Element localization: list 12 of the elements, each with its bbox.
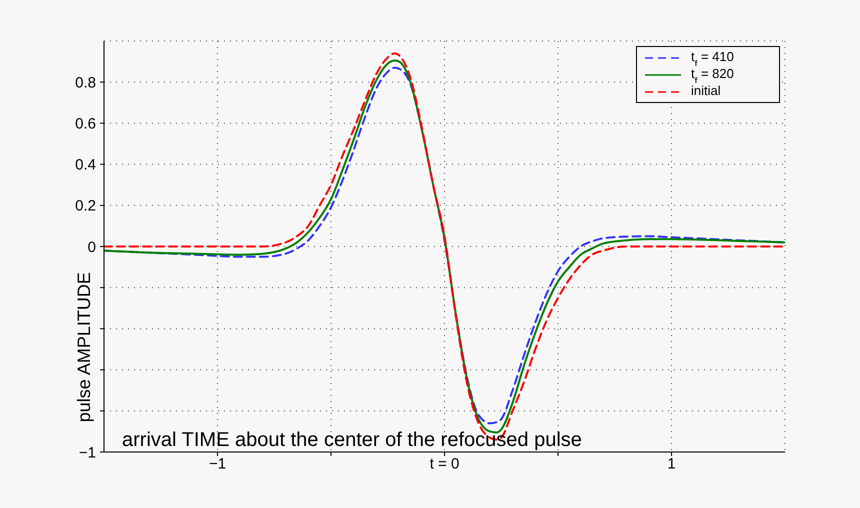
legend-label: initial <box>691 83 721 98</box>
x-tick-label: t = 0 <box>430 456 460 473</box>
y-tick-label: 0.4 <box>75 156 96 174</box>
y-tick-label: 0.6 <box>75 116 96 133</box>
x-axis-title: arrival TIME about the center of the refocused pulse <box>122 429 582 451</box>
y-tick-label: 0.2 <box>75 198 96 215</box>
x-tick-label: −1 <box>208 456 226 473</box>
y-tick-label: −1 <box>78 444 96 462</box>
y-tick-label: 0.8 <box>75 74 96 92</box>
y-axis-title: pulse AMPLITUDE <box>74 272 94 422</box>
x-tick-label: 1 <box>667 456 676 473</box>
y-tick-label: 0 <box>88 238 96 256</box>
